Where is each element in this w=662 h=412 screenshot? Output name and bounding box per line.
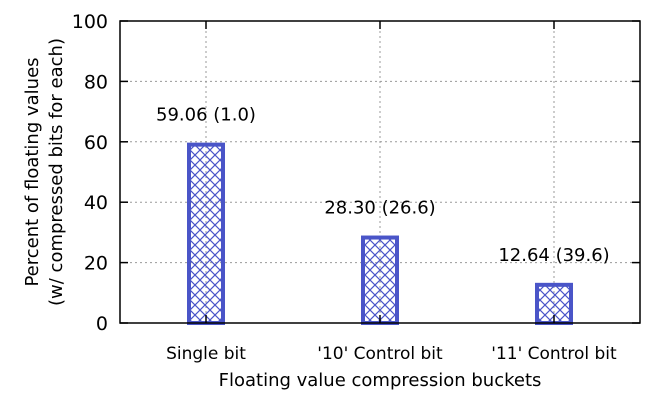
y-tick-label: 80 [84, 71, 108, 93]
bar-data-label: 12.64 (39.6) [498, 245, 609, 266]
y-tick-label: 100 [72, 11, 108, 33]
bar-data-label: 59.06 (1.0) [156, 105, 256, 126]
bar-data-label: 28.30 (26.6) [324, 198, 435, 219]
y-tick-label: 60 [84, 132, 108, 154]
y-tick-label: 40 [84, 192, 108, 214]
x-axis-title: Floating value compression buckets [219, 370, 542, 391]
x-axis: Single bit '10' Control bit '11' Control b… [166, 344, 617, 364]
y-tick-label: 20 [84, 253, 108, 275]
x-category-label: '11' Control bit [491, 344, 617, 364]
x-category-label: Single bit [166, 344, 246, 364]
y-axis-title-line-2: (w/ compressed bits for each) [46, 38, 67, 306]
bars: 59.06 (1.0) 28.30 (26.6) 12.64 (39.6) [156, 105, 610, 326]
bar [361, 235, 399, 325]
bar [187, 142, 225, 325]
y-axis-title-line-1: Percent of floating values [22, 57, 43, 286]
x-category-label: '10' Control bit [317, 344, 443, 364]
y-axis-title: Percent of floating values (w/ compresse… [22, 38, 67, 306]
y-tick-label: 0 [96, 313, 108, 335]
y-axis: 0 20 40 60 80 100 [72, 11, 640, 335]
